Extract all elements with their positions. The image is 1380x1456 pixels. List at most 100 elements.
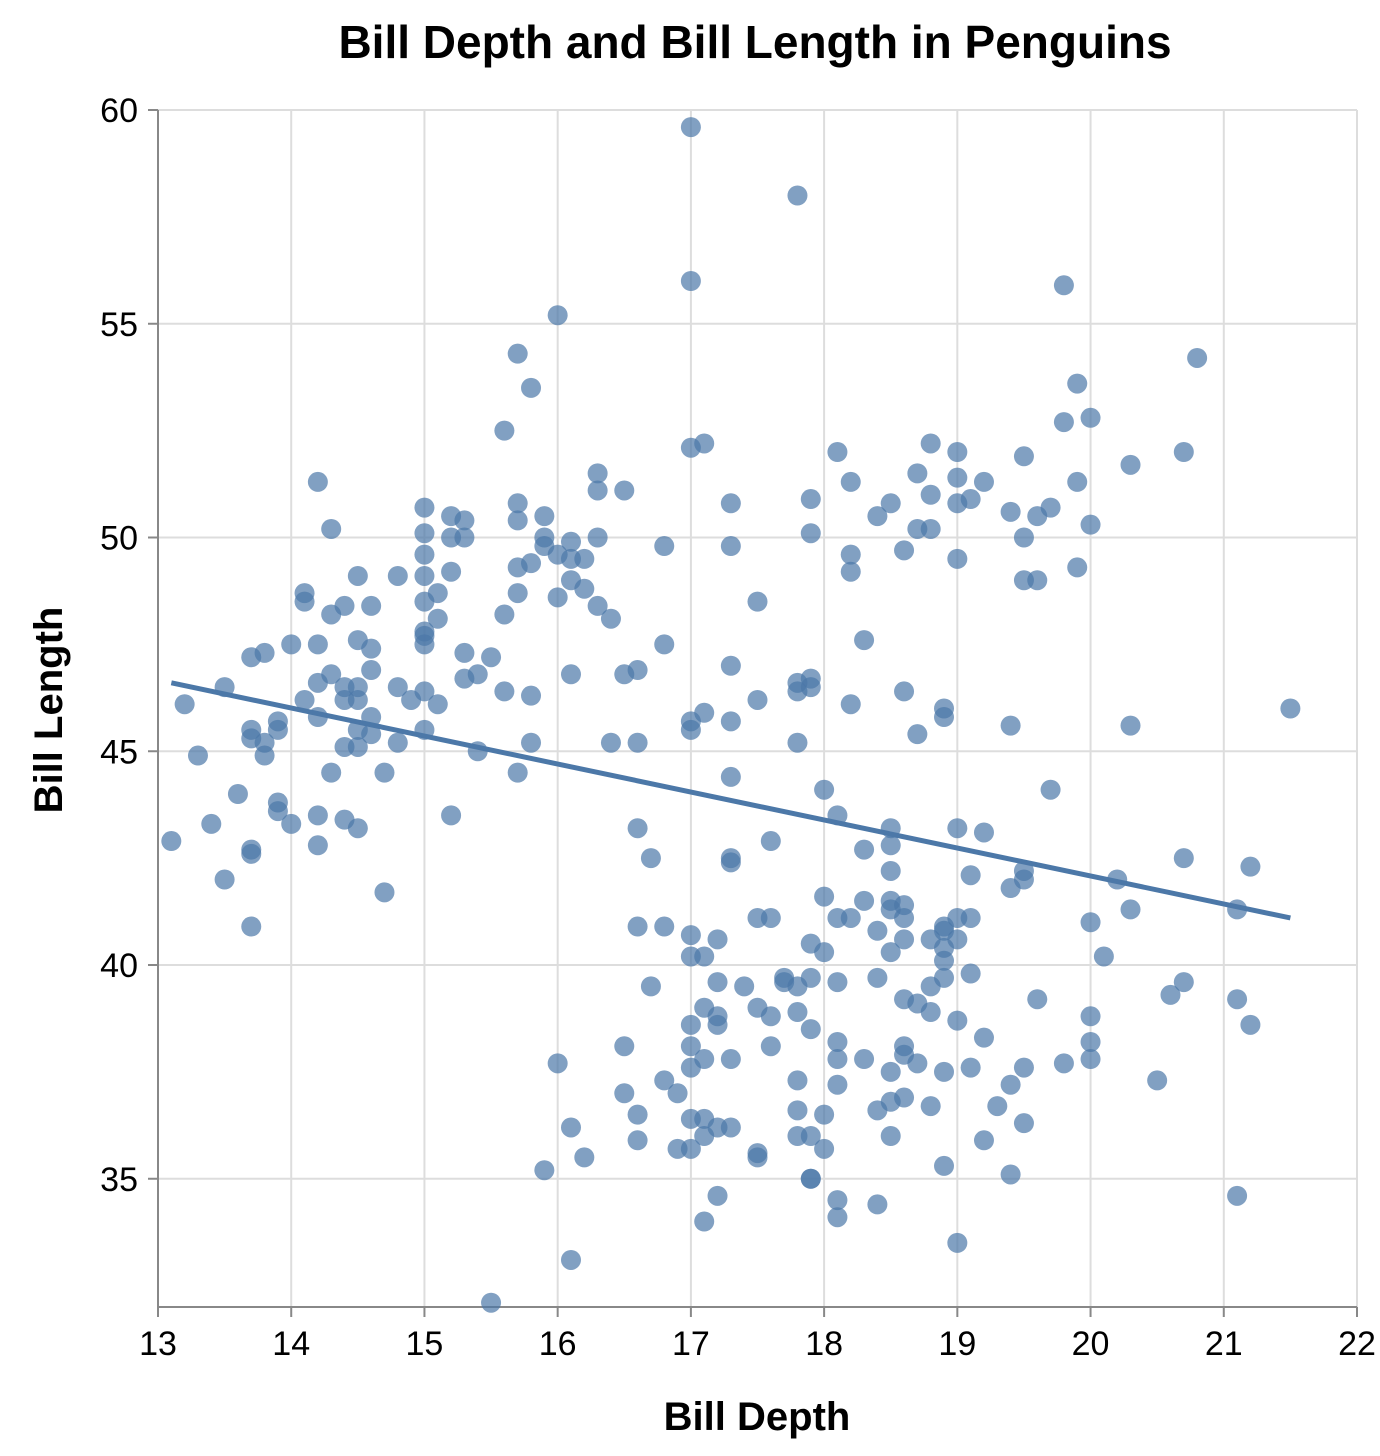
data-point [880,942,901,963]
data-point [321,762,342,783]
data-point [347,565,368,586]
data-point [827,1190,848,1211]
data-point [654,916,675,937]
x-tick-label: 20 [1072,1325,1110,1363]
data-point [254,745,275,766]
x-tick-label: 15 [406,1325,444,1363]
data-point [1080,407,1101,428]
data-point [1187,347,1208,368]
data-point [1013,446,1034,467]
data-point [614,480,635,501]
data-point [627,818,648,839]
data-point [947,818,968,839]
data-point [347,818,368,839]
data-point [720,711,741,732]
data-point [627,660,648,681]
data-point [254,642,275,663]
data-point [827,972,848,993]
data-point [1173,972,1194,993]
data-point [934,1061,955,1082]
data-point [680,1014,701,1035]
data-point [1027,570,1048,591]
data-point [707,1185,728,1206]
data-point [934,1155,955,1176]
x-tick-label: 21 [1205,1325,1243,1363]
data-point [920,518,941,539]
data-point [907,724,928,745]
data-point [307,805,328,826]
data-point [680,1057,701,1078]
data-point [387,732,408,753]
data-point [414,634,435,655]
data-point [707,1014,728,1035]
data-point [707,929,728,950]
data-point [800,489,821,510]
data-point [214,869,235,890]
data-point [1067,471,1088,492]
regression-line-group [170,680,1291,921]
data-point [867,967,888,988]
data-point [694,1126,715,1146]
data-point [760,1036,781,1057]
data-point [161,831,182,852]
data-point [347,736,368,757]
data-point [840,561,861,582]
data-point [587,527,608,548]
data-point [1013,1113,1034,1134]
data-point [1053,1053,1074,1074]
data-point [1013,1057,1034,1078]
data-point [720,536,741,557]
data-point [867,1194,888,1215]
data-point [787,681,808,702]
data-point [1053,412,1074,433]
data-point [827,1031,848,1052]
data-point [414,565,435,586]
x-tick-label: 13 [139,1325,177,1363]
data-point [534,1160,555,1181]
data-point [627,1104,648,1125]
data-point [720,655,741,676]
data-point [1093,946,1114,967]
data-point [654,536,675,557]
data-point [747,1147,768,1168]
data-point [800,1126,821,1146]
data-point [1080,1031,1101,1052]
grid [157,109,1358,1307]
data-point [560,1117,581,1138]
data-point [414,497,435,518]
data-point [640,976,661,997]
data-point [1120,715,1141,736]
data-point [627,916,648,937]
data-point [960,865,981,886]
data-point [267,801,288,822]
data-point [787,1100,808,1121]
data-point [880,1061,901,1082]
data-point [507,762,528,783]
data-point [227,784,248,804]
regression-line [170,680,1291,921]
data-point [907,463,928,484]
data-point [1120,899,1141,920]
data-point [907,1053,928,1074]
data-point [840,471,861,492]
x-tick-label: 16 [539,1325,577,1363]
data-point [441,805,462,826]
data-point [973,1130,994,1151]
data-point [694,433,715,454]
data-point [494,681,515,702]
x-axis-title: Bill Depth [664,1395,851,1439]
data-point [973,1027,994,1048]
data-point [680,117,701,138]
data-point [560,664,581,685]
data-point [1013,527,1034,548]
y-tick-label: 50 [100,520,138,558]
data-point [587,480,608,501]
data-point [707,972,728,993]
data-point [507,493,528,514]
data-point [947,1232,968,1253]
data-point [547,305,568,326]
data-point [987,1096,1008,1117]
data-point [720,1049,741,1070]
data-point [374,882,395,903]
data-point [1080,912,1101,933]
